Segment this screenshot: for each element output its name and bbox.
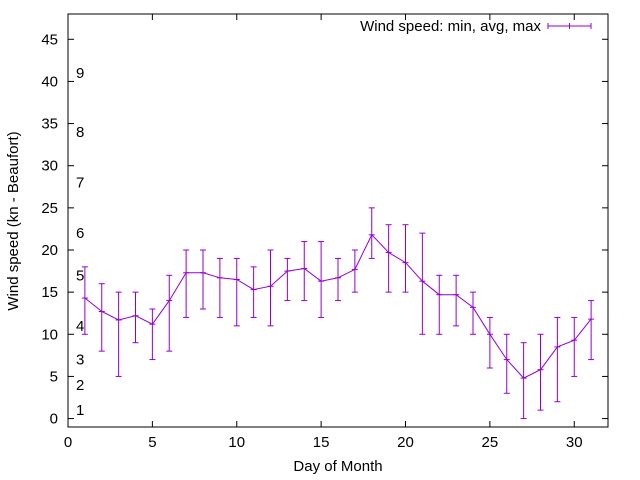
y-tick-label: 0 xyxy=(50,411,58,428)
x-axis: 0 5 10 15 20 25 30 xyxy=(64,14,583,451)
x-axis-label: Day of Month xyxy=(293,458,382,475)
beaufort-label: 2 xyxy=(76,377,84,394)
y-tick-label: 25 xyxy=(41,200,58,217)
series-line xyxy=(84,233,592,379)
legend-label: Wind speed: min, avg, max xyxy=(360,18,541,35)
beaufort-label: 1 xyxy=(76,402,84,419)
legend: Wind speed: min, avg, max xyxy=(360,18,592,35)
y-axis-label: Wind speed (kn - Beaufort) xyxy=(5,131,22,310)
y-tick-label: 35 xyxy=(41,116,58,133)
x-tick-label: 5 xyxy=(148,434,156,451)
y-tick-label: 10 xyxy=(41,326,58,343)
x-tick-label: 25 xyxy=(482,434,499,451)
beaufort-label: 5 xyxy=(76,267,84,284)
beaufort-label: 9 xyxy=(76,65,84,82)
y-tick-label: 40 xyxy=(41,73,58,90)
data-series xyxy=(81,207,595,420)
x-tick-label: 30 xyxy=(566,434,583,451)
x-tick-label: 0 xyxy=(64,434,72,451)
x-tick-label: 15 xyxy=(313,434,330,451)
y-tick-label: 5 xyxy=(50,368,58,385)
y-tick-label: 30 xyxy=(41,158,58,175)
beaufort-label: 4 xyxy=(76,318,84,335)
beaufort-label: 3 xyxy=(76,352,84,369)
x-tick-label: 20 xyxy=(397,434,414,451)
beaufort-label: 6 xyxy=(76,225,84,242)
legend-sample-errorbar xyxy=(547,23,592,29)
plot-frame xyxy=(67,13,609,428)
y-tick-label: 20 xyxy=(41,242,58,259)
beaufort-label: 8 xyxy=(76,124,84,141)
beaufort-scale-labels: 1 2 3 4 5 6 7 8 9 xyxy=(76,65,84,419)
x-tick-label: 10 xyxy=(228,434,245,451)
y-tick-label: 15 xyxy=(41,284,58,301)
y-tick-label: 45 xyxy=(41,31,58,48)
beaufort-label: 7 xyxy=(76,175,84,192)
